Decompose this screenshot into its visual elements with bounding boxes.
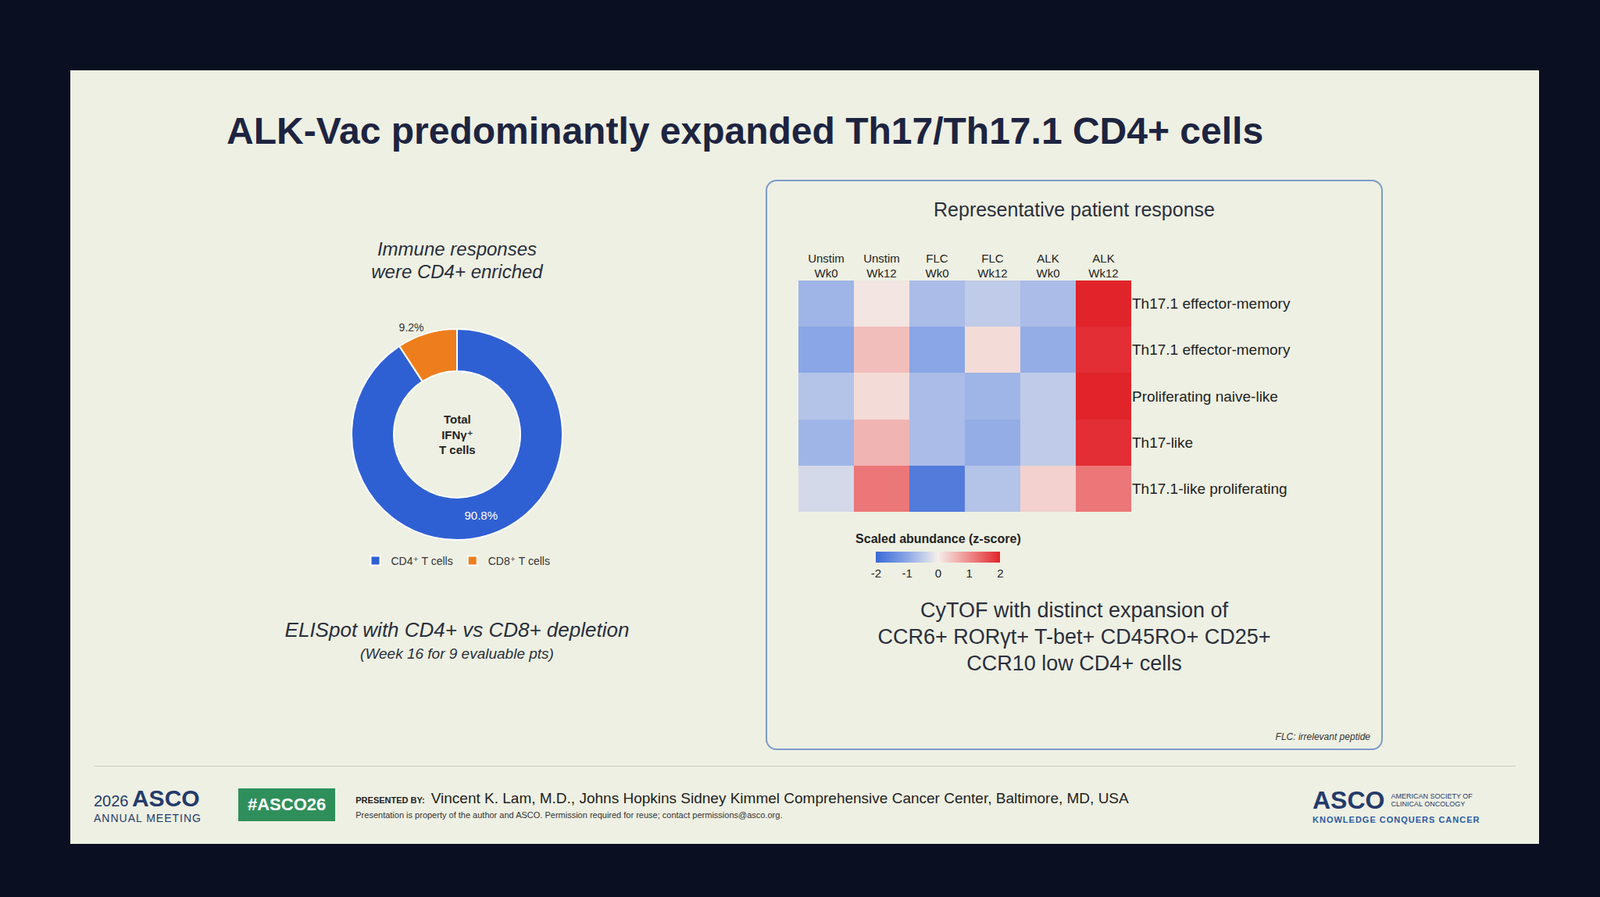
svg-text:Th17.1-like proliferating: Th17.1-like proliferating bbox=[1132, 480, 1288, 497]
html-text:#ASCO26: #ASCO26 bbox=[247, 794, 327, 815]
svg-text:TotalIFNγ⁺T cells: TotalIFNγ⁺T cells bbox=[439, 412, 476, 457]
html-text:PRESENTED BY: Vincent K. Lam,: PRESENTED BY: Vincent K. Lam, M.D., John… bbox=[355, 789, 1129, 807]
svg-text:ALKWk12: ALKWk12 bbox=[1088, 251, 1118, 281]
svg-text:FLCWk0: FLCWk0 bbox=[925, 251, 950, 281]
svg-text:CD4⁺ T cells: CD4⁺ T cells bbox=[391, 553, 454, 567]
html-text:CCR6+ RORγt+ T-bet+ CD45RO+ CD: CCR6+ RORγt+ T-bet+ CD45RO+ CD25+ bbox=[877, 624, 1271, 649]
svg-text:UnstimWk0: UnstimWk0 bbox=[807, 251, 845, 281]
html-text:FLC: irrelevant peptide: FLC: irrelevant peptide bbox=[1275, 731, 1371, 743]
svg-text:2: 2 bbox=[996, 566, 1004, 580]
svg-text:CD8⁺ T cells: CD8⁺ T cells bbox=[488, 553, 550, 567]
svg-text:90.8%: 90.8% bbox=[464, 508, 499, 522]
html-text:Presentation is property of th: Presentation is property of the author a… bbox=[355, 810, 783, 820]
html-text:(Week 16 for 9 evaluable pts): (Week 16 for 9 evaluable pts) bbox=[360, 645, 554, 662]
svg-text:1: 1 bbox=[965, 566, 972, 580]
svg-text:-2: -2 bbox=[871, 566, 882, 580]
svg-text:FLCWk12: FLCWk12 bbox=[977, 251, 1008, 281]
html-text:Representative patient respons: Representative patient response bbox=[933, 198, 1215, 221]
html-text:CyTOF with distinct expansion: CyTOF with distinct expansion of bbox=[920, 598, 1229, 622]
svg-text:ALKWk0: ALKWk0 bbox=[1036, 251, 1061, 281]
html-text:were CD4+ enriched: were CD4+ enriched bbox=[371, 260, 543, 282]
svg-text:Th17.1 effector-memory: Th17.1 effector-memory bbox=[1132, 341, 1291, 358]
html-text:ASCO: ASCO bbox=[1312, 785, 1385, 814]
html-text:CCR10 low CD4+ cells: CCR10 low CD4+ cells bbox=[966, 651, 1182, 675]
html-text:KNOWLEDGE CONQUERS CANCER: KNOWLEDGE CONQUERS CANCER bbox=[1312, 814, 1481, 824]
svg-text:Th17-like: Th17-like bbox=[1132, 434, 1193, 451]
html-text:CLINICAL ONCOLOGY: CLINICAL ONCOLOGY bbox=[1391, 800, 1465, 808]
svg-text:Th17.1 effector-memory: Th17.1 effector-memory bbox=[1132, 295, 1291, 312]
html-text:ALK-Vac predominantly expanded: ALK-Vac predominantly expanded Th17/Th17… bbox=[226, 110, 1264, 152]
html-text:Immune responses: Immune responses bbox=[377, 238, 537, 260]
svg-text:Proliferating naive-like: Proliferating naive-like bbox=[1132, 388, 1279, 405]
svg-text:UnstimWk12: UnstimWk12 bbox=[863, 251, 900, 281]
html-text:ANNUAL MEETING: ANNUAL MEETING bbox=[93, 811, 202, 825]
html-text:AMERICAN SOCIETY OF: AMERICAN SOCIETY OF bbox=[1391, 791, 1473, 800]
svg-text:9.2%: 9.2% bbox=[399, 321, 425, 334]
html-text:2026ASCO: 2026ASCO bbox=[93, 785, 200, 811]
svg-text:0: 0 bbox=[935, 566, 942, 580]
html-text:ELISpot with CD4+ vs CD8+ depl: ELISpot with CD4+ vs CD8+ depletion bbox=[284, 617, 630, 642]
svg-text:Scaled abundance (z-score): Scaled abundance (z-score) bbox=[855, 532, 1022, 546]
svg-text:-1: -1 bbox=[901, 566, 912, 580]
